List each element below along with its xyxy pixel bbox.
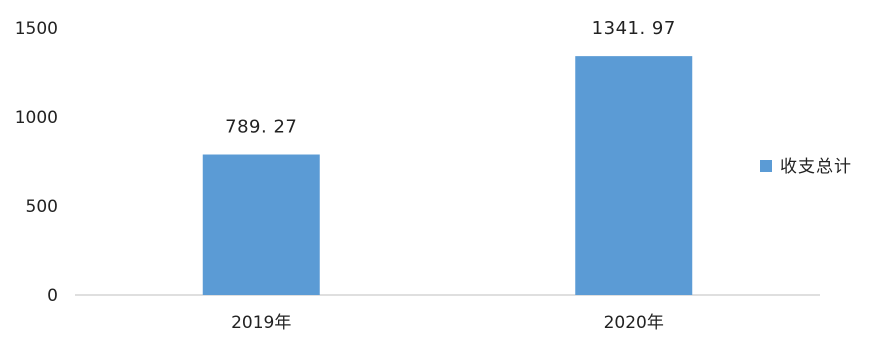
y-axis-ticks: 0 500 1000 1500 (15, 19, 58, 306)
data-labels: 789. 27 1341. 97 (225, 18, 676, 138)
legend-label: 收支总计 (780, 157, 852, 177)
bar (575, 56, 693, 296)
y-tick-label: 1000 (15, 108, 58, 128)
legend-swatch (760, 160, 772, 172)
x-category-label: 2019年 (231, 313, 291, 333)
bar-data-label: 789. 27 (225, 117, 297, 138)
bars (202, 56, 693, 296)
x-axis-category-labels: 2019年 2020年 (231, 313, 664, 333)
y-tick-label: 500 (26, 197, 58, 217)
y-tick-label: 1500 (15, 19, 58, 39)
y-tick-label: 0 (47, 286, 58, 306)
bar (202, 154, 320, 295)
x-category-label: 2020年 (604, 313, 664, 333)
legend: 收支总计 (760, 157, 852, 177)
bar-data-label: 1341. 97 (592, 18, 676, 39)
